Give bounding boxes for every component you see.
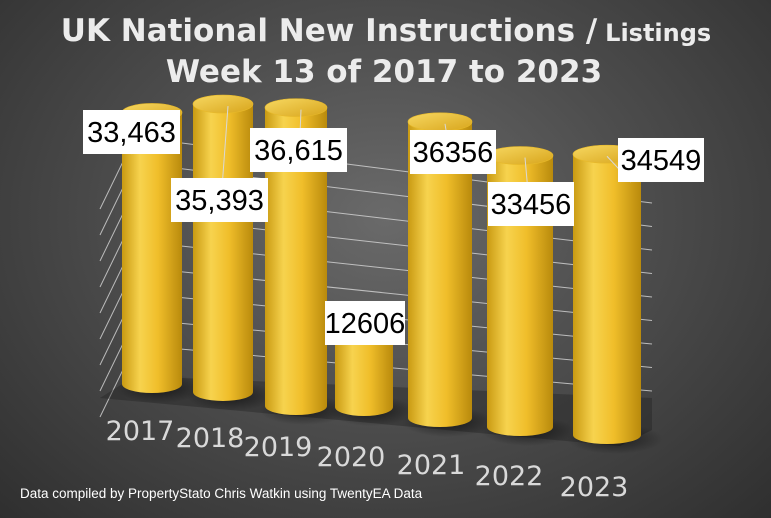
data-label-box xyxy=(488,182,574,226)
data-label-box xyxy=(83,110,180,154)
bar-2023 xyxy=(573,154,641,444)
bar-top-2018 xyxy=(192,94,254,114)
bar-2017 xyxy=(122,112,182,394)
x-tick-2019: 2019 xyxy=(244,432,313,463)
data-label-2021: 36356 xyxy=(413,137,494,169)
data-label-2018: 35,393 xyxy=(175,185,264,217)
data-label-2017: 33,463 xyxy=(87,117,176,149)
bar-top-2021 xyxy=(407,112,473,132)
chart-bars xyxy=(116,94,663,454)
chart-x-axis: 2017 2018 2019 2020 2021 2022 2023 xyxy=(106,416,629,503)
chart-title-main: UK National New Instructions / xyxy=(61,13,598,49)
x-tick-2022: 2022 xyxy=(475,461,544,492)
footer-credit: Data compiled by PropertyStato Chris Wat… xyxy=(20,486,423,501)
bar-top-2019 xyxy=(264,98,328,117)
chart-subtitle: Week 13 of 2017 to 2023 xyxy=(166,54,602,90)
data-label-2019: 36,615 xyxy=(254,135,343,167)
x-tick-2021: 2021 xyxy=(397,450,466,481)
bar-2021 xyxy=(408,121,472,427)
bar-2018 xyxy=(193,104,253,401)
data-label-box xyxy=(618,138,704,182)
x-tick-2020: 2020 xyxy=(317,442,386,473)
x-tick-2023: 2023 xyxy=(560,472,629,503)
data-label-2020: 12606 xyxy=(325,308,406,340)
chart-title: UK National New Instructions / Listings xyxy=(61,13,711,49)
data-label-box xyxy=(171,178,268,222)
data-label-2022: 33456 xyxy=(491,189,572,221)
bar-2019 xyxy=(265,107,327,416)
chart-title-small: Listings xyxy=(605,19,711,47)
x-tick-2018: 2018 xyxy=(176,423,245,454)
chart-data-labels: 33,463 35,393 36,615 12606 36356 33456 34549 xyxy=(83,110,704,345)
x-tick-2017: 2017 xyxy=(106,416,175,447)
bar-top-2022 xyxy=(486,146,554,165)
data-label-box xyxy=(325,301,405,345)
data-label-box xyxy=(410,130,496,174)
data-label-2023: 34549 xyxy=(621,145,702,177)
data-label-box xyxy=(250,128,347,172)
